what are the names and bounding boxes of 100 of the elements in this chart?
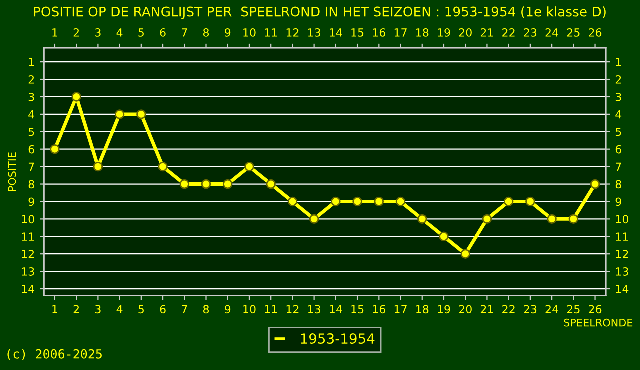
y-tick-label: 2 <box>28 76 34 84</box>
legend-label: 1953-1954 <box>301 334 375 344</box>
point <box>568 214 579 224</box>
chart-title: POSITIE OP DE RANGLIJST PER SPEELROND IN HET SEIZOEN : 1953-1954 (1e klasse D) <box>34 6 606 20</box>
point <box>374 196 384 207</box>
point <box>158 162 168 172</box>
x-tick-label: 9 <box>225 305 231 314</box>
x-tick-label: 24 <box>546 305 558 314</box>
x2-tick-label: 26 <box>589 28 602 37</box>
x-tick-label: 16 <box>373 305 386 314</box>
x-tick-label: 23 <box>524 305 537 314</box>
y-tick-label: 13 <box>22 268 34 276</box>
y-tick-label: 9 <box>28 198 34 206</box>
x2-tick-label: 14 <box>330 28 342 37</box>
point <box>266 179 276 190</box>
x2-tick-label: 13 <box>308 28 320 37</box>
x2-tick-label: 8 <box>203 28 210 37</box>
x2-tick-label: 20 <box>459 28 472 37</box>
x-tick-label: 13 <box>308 305 320 314</box>
y-axis-title: POSITIE <box>8 152 16 192</box>
y-tick-label: 3 <box>28 92 34 102</box>
point <box>72 92 82 102</box>
x2-tick-label: 4 <box>116 28 123 37</box>
x2-tick-label: 17 <box>394 28 407 37</box>
y2-tick-label: 14 <box>616 285 629 294</box>
x-tick-label: 3 <box>96 305 101 314</box>
x-tick-label: 4 <box>116 305 123 314</box>
x2-tick-label: 9 <box>225 28 231 37</box>
x-tick-label: 1 <box>52 305 58 314</box>
y-tick-label: 8 <box>28 180 34 189</box>
y-tick-label: 6 <box>28 145 34 154</box>
x2-tick-label: 24 <box>546 28 558 37</box>
point <box>309 214 320 224</box>
y-tick-label: 12 <box>22 250 34 258</box>
point <box>526 196 536 207</box>
x-tick-label: 25 <box>567 305 580 314</box>
x2-tick-label: 2 <box>74 28 79 37</box>
x-tick-label: 22 <box>502 305 515 314</box>
point <box>590 179 600 190</box>
x2-tick-label: 25 <box>567 28 580 37</box>
y2-tick-label: 7 <box>616 162 622 172</box>
x2-tick-label: 6 <box>160 28 166 37</box>
x2-tick-label: 15 <box>352 28 364 37</box>
x2-tick-label: 7 <box>182 28 188 37</box>
x2-tick-label: 11 <box>265 28 278 37</box>
x-tick-label: 20 <box>459 305 472 314</box>
x-tick-label: 12 <box>286 305 299 314</box>
point <box>418 214 428 224</box>
point <box>439 232 449 242</box>
y2-tick-label: 1 <box>616 58 622 66</box>
x-tick-label: 21 <box>480 305 494 314</box>
y2-tick-label: 12 <box>616 250 628 258</box>
point <box>114 110 125 120</box>
y2-tick-label: 10 <box>616 215 629 224</box>
y-tick-label: 11 <box>22 232 34 241</box>
point <box>352 196 362 207</box>
x-axis-title: SPEELRONDE <box>564 318 633 327</box>
y2-tick-label: 5 <box>616 128 622 136</box>
x-tick-label: 19 <box>438 305 450 314</box>
x2-tick-label: 12 <box>286 28 299 37</box>
x-tick-label: 11 <box>265 305 278 314</box>
x2-tick-label: 10 <box>244 28 256 37</box>
y2-tick-label: 2 <box>616 76 622 84</box>
y2-tick-label: 6 <box>616 145 622 154</box>
y-tick-label: 5 <box>28 128 34 136</box>
y2-tick-label: 13 <box>616 268 628 276</box>
x-tick-label: 18 <box>416 305 429 314</box>
y2-tick-label: 9 <box>616 198 622 206</box>
x2-tick-label: 18 <box>416 28 429 37</box>
x2-tick-label: 19 <box>438 28 450 37</box>
point <box>201 179 212 190</box>
x-tick-label: 15 <box>352 305 364 314</box>
x2-tick-label: 21 <box>480 28 494 37</box>
point <box>136 110 146 120</box>
x2-tick-label: 5 <box>138 28 144 37</box>
point <box>482 214 492 224</box>
x2-tick-label: 22 <box>502 28 515 37</box>
y2-tick-label: 3 <box>616 92 622 102</box>
point <box>180 179 190 190</box>
x2-tick-label: 3 <box>96 28 101 37</box>
x2-tick-label: 1 <box>52 28 58 37</box>
x-tick-label: 7 <box>182 305 188 314</box>
point <box>547 214 557 224</box>
x-tick-label: 2 <box>74 305 79 314</box>
y-tick-label: 7 <box>28 162 34 172</box>
point <box>223 179 233 190</box>
point <box>288 196 298 207</box>
point <box>460 249 470 259</box>
x-tick-label: 8 <box>203 305 210 314</box>
x-tick-label: 5 <box>138 305 144 314</box>
point <box>244 162 254 172</box>
x-tick-label: 14 <box>330 305 342 314</box>
y2-tick-label: 4 <box>616 110 622 119</box>
x-tick-label: 10 <box>244 305 256 314</box>
x2-tick-label: 16 <box>373 28 386 37</box>
y2-tick-label: 11 <box>616 232 628 241</box>
point <box>396 196 406 207</box>
point <box>50 144 60 154</box>
text: (c) 2006-2025 <box>8 349 102 360</box>
point <box>93 162 104 172</box>
